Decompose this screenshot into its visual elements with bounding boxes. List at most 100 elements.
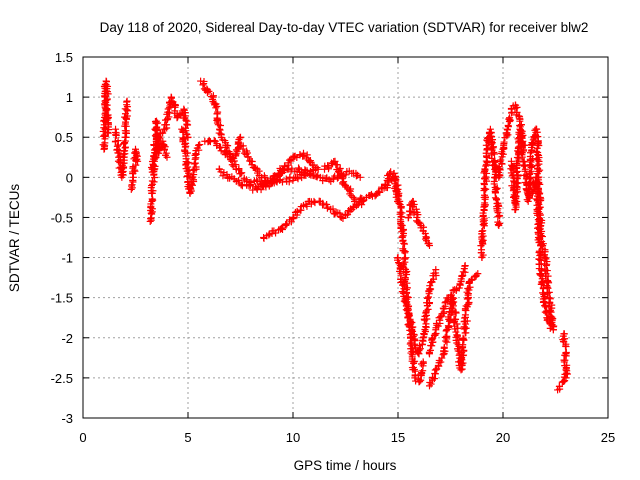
- data-point: [482, 162, 490, 170]
- x-tick-label: 0: [79, 430, 86, 445]
- data-point: [184, 149, 192, 157]
- data-point: [134, 157, 142, 165]
- data-point: [504, 126, 512, 134]
- data-point: [536, 225, 544, 233]
- data-point: [129, 177, 137, 185]
- data-point: [479, 227, 487, 235]
- data-point: [334, 174, 342, 182]
- y-tick-label: 1: [66, 90, 73, 105]
- data-point: [421, 312, 429, 320]
- data-point: [214, 108, 222, 116]
- data-point: [401, 298, 409, 306]
- data-point: [291, 152, 299, 160]
- y-tick-label: -2.5: [51, 371, 73, 386]
- data-point: [441, 347, 449, 355]
- data-point: [287, 157, 295, 165]
- data-point: [154, 119, 162, 127]
- data-point: [342, 171, 350, 179]
- data-point: [537, 250, 545, 258]
- data-point: [534, 211, 542, 219]
- data-point: [303, 202, 311, 210]
- data-point: [161, 121, 169, 129]
- data-point: [325, 163, 333, 171]
- data-point: [149, 161, 157, 169]
- data-point: [147, 216, 155, 224]
- data-point: [436, 316, 444, 324]
- data-point: [541, 308, 549, 316]
- data-point: [199, 81, 207, 89]
- data-point: [461, 268, 469, 276]
- data-point: [226, 153, 234, 161]
- data-point: [102, 97, 110, 105]
- series-arc-22: [554, 330, 571, 394]
- data-point: [411, 374, 419, 382]
- series-arc-15: [404, 197, 433, 250]
- data-point: [416, 377, 424, 385]
- data-point: [337, 213, 345, 221]
- data-point: [539, 289, 547, 297]
- data-point: [114, 141, 122, 149]
- data-point: [464, 285, 472, 293]
- data-point: [545, 311, 553, 319]
- data-point: [512, 189, 520, 197]
- data-point: [423, 294, 431, 302]
- data-point: [542, 262, 550, 270]
- data-point: [474, 270, 482, 278]
- data-point: [159, 129, 167, 137]
- data-point: [430, 275, 438, 283]
- y-tick-label: -0.5: [51, 210, 73, 225]
- data-point: [444, 322, 452, 330]
- data-point: [458, 272, 466, 280]
- data-point: [498, 150, 506, 158]
- data-point: [488, 139, 496, 147]
- data-point: [303, 151, 311, 159]
- data-point: [275, 171, 283, 179]
- data-point: [537, 242, 545, 250]
- data-point: [159, 137, 167, 145]
- data-point: [438, 354, 446, 362]
- data-point: [272, 229, 280, 237]
- data-point: [401, 240, 409, 248]
- data-point: [482, 173, 490, 181]
- data-point: [237, 170, 245, 178]
- data-point: [212, 104, 220, 112]
- data-point: [410, 365, 418, 373]
- data-point: [461, 314, 469, 322]
- data-point: [376, 188, 384, 196]
- data-point: [261, 173, 269, 181]
- data-point: [432, 266, 440, 274]
- data-point: [281, 162, 289, 170]
- data-point: [118, 168, 126, 176]
- data-point: [535, 217, 543, 225]
- data-point: [403, 270, 411, 278]
- x-tick-labels: 0 5 10 15 20 25: [79, 430, 615, 445]
- data-point: [147, 200, 155, 208]
- data-point: [505, 115, 513, 123]
- data-point: [460, 347, 468, 355]
- series-arc-21: [528, 173, 557, 334]
- data-point: [188, 174, 196, 182]
- data-point: [401, 249, 409, 257]
- data-point: [205, 87, 213, 95]
- data-point: [561, 342, 569, 350]
- data-point: [422, 320, 430, 328]
- y-tick-label: -1.5: [51, 291, 73, 306]
- data-point: [534, 156, 542, 164]
- data-point: [423, 234, 431, 242]
- y-tick-label: 0: [66, 170, 73, 185]
- data-point: [546, 324, 554, 332]
- data-point: [400, 239, 408, 247]
- data-point: [423, 307, 431, 315]
- data-point: [424, 305, 432, 313]
- data-point: [532, 195, 540, 203]
- data-point: [147, 215, 155, 223]
- data-point: [155, 133, 163, 141]
- series-arc-02: [111, 97, 132, 181]
- data-point: [541, 294, 549, 302]
- data-point: [150, 152, 158, 160]
- data-point: [535, 249, 543, 257]
- data-point: [405, 312, 413, 320]
- x-tick-label: 25: [601, 430, 615, 445]
- data-point: [435, 359, 443, 367]
